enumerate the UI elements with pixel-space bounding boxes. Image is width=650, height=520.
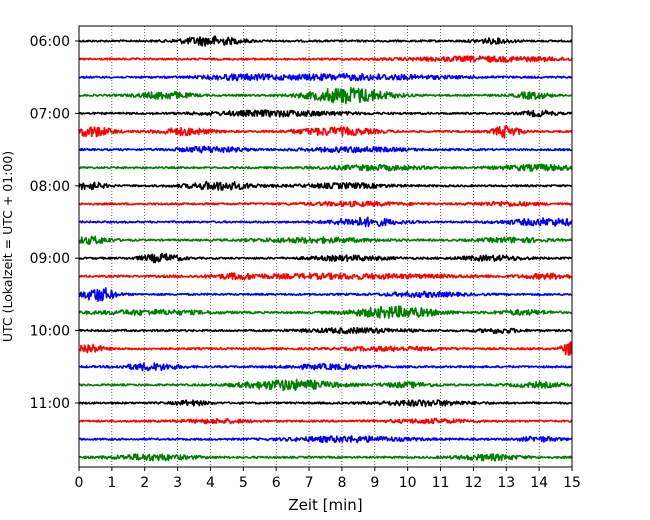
x-tick-label: 6 [272, 475, 281, 491]
trace-row [78, 378, 573, 392]
x-tick-label: 9 [370, 475, 379, 491]
trace-row [78, 55, 573, 63]
trace-row [78, 252, 573, 264]
x-axis-ticks: 0 1 2 3 4 5 6 7 8 9 10 11 12 13 14 15 [75, 467, 581, 491]
x-tick-label: 3 [173, 475, 182, 491]
y-tick-label: 10:00 [30, 324, 70, 340]
trace-row [78, 35, 573, 47]
trace-row [78, 86, 573, 105]
trace-row [78, 72, 573, 82]
plot-frame [78, 25, 573, 468]
trace-row [78, 399, 573, 408]
trace-row [78, 326, 573, 335]
seismogram-traces [78, 35, 573, 462]
y-tick-label: 07:00 [30, 106, 70, 122]
x-tick-label: 5 [239, 475, 248, 491]
trace-row [78, 216, 573, 228]
trace-row [78, 145, 573, 154]
trace-row [78, 435, 573, 444]
x-tick-label: 2 [140, 475, 149, 491]
x-axis-label: Zeit [min] [288, 496, 362, 514]
trace-row [78, 287, 573, 302]
x-tick-label: 0 [75, 475, 84, 491]
x-tick-label: 10 [399, 475, 417, 491]
trace-row [78, 417, 573, 425]
y-axis-label: UTC (Lokalzeit = UTC + 01:00) [0, 151, 15, 342]
y-tick-label: 09:00 [30, 251, 70, 267]
x-tick-label: 7 [305, 475, 314, 491]
y-tick-label: 08:00 [30, 179, 70, 195]
x-tick-label: 1 [107, 475, 116, 491]
trace-row [78, 362, 573, 372]
x-tick-label: 14 [530, 475, 548, 491]
x-tick-label: 15 [563, 475, 581, 491]
trace-row [78, 235, 573, 245]
trace-row [78, 163, 573, 172]
trace-row [78, 125, 573, 139]
y-tick-label: 06:00 [30, 34, 70, 50]
x-tick-label: 11 [432, 475, 450, 491]
trace-row [78, 200, 573, 208]
y-axis-ticks: 06:00 07:00 08:00 09:00 10:00 11:00 [30, 34, 79, 412]
trace-row [78, 305, 573, 319]
trace-row [78, 180, 573, 191]
trace-row [78, 109, 573, 118]
trace-row [78, 272, 573, 281]
y-tick-label: 11:00 [30, 396, 70, 412]
x-tick-label: 4 [206, 475, 215, 491]
trace-row [78, 341, 573, 356]
x-tick-label: 8 [337, 475, 346, 491]
trace-row [78, 453, 573, 462]
x-tick-label: 12 [464, 475, 482, 491]
x-tick-label: 13 [497, 475, 515, 491]
